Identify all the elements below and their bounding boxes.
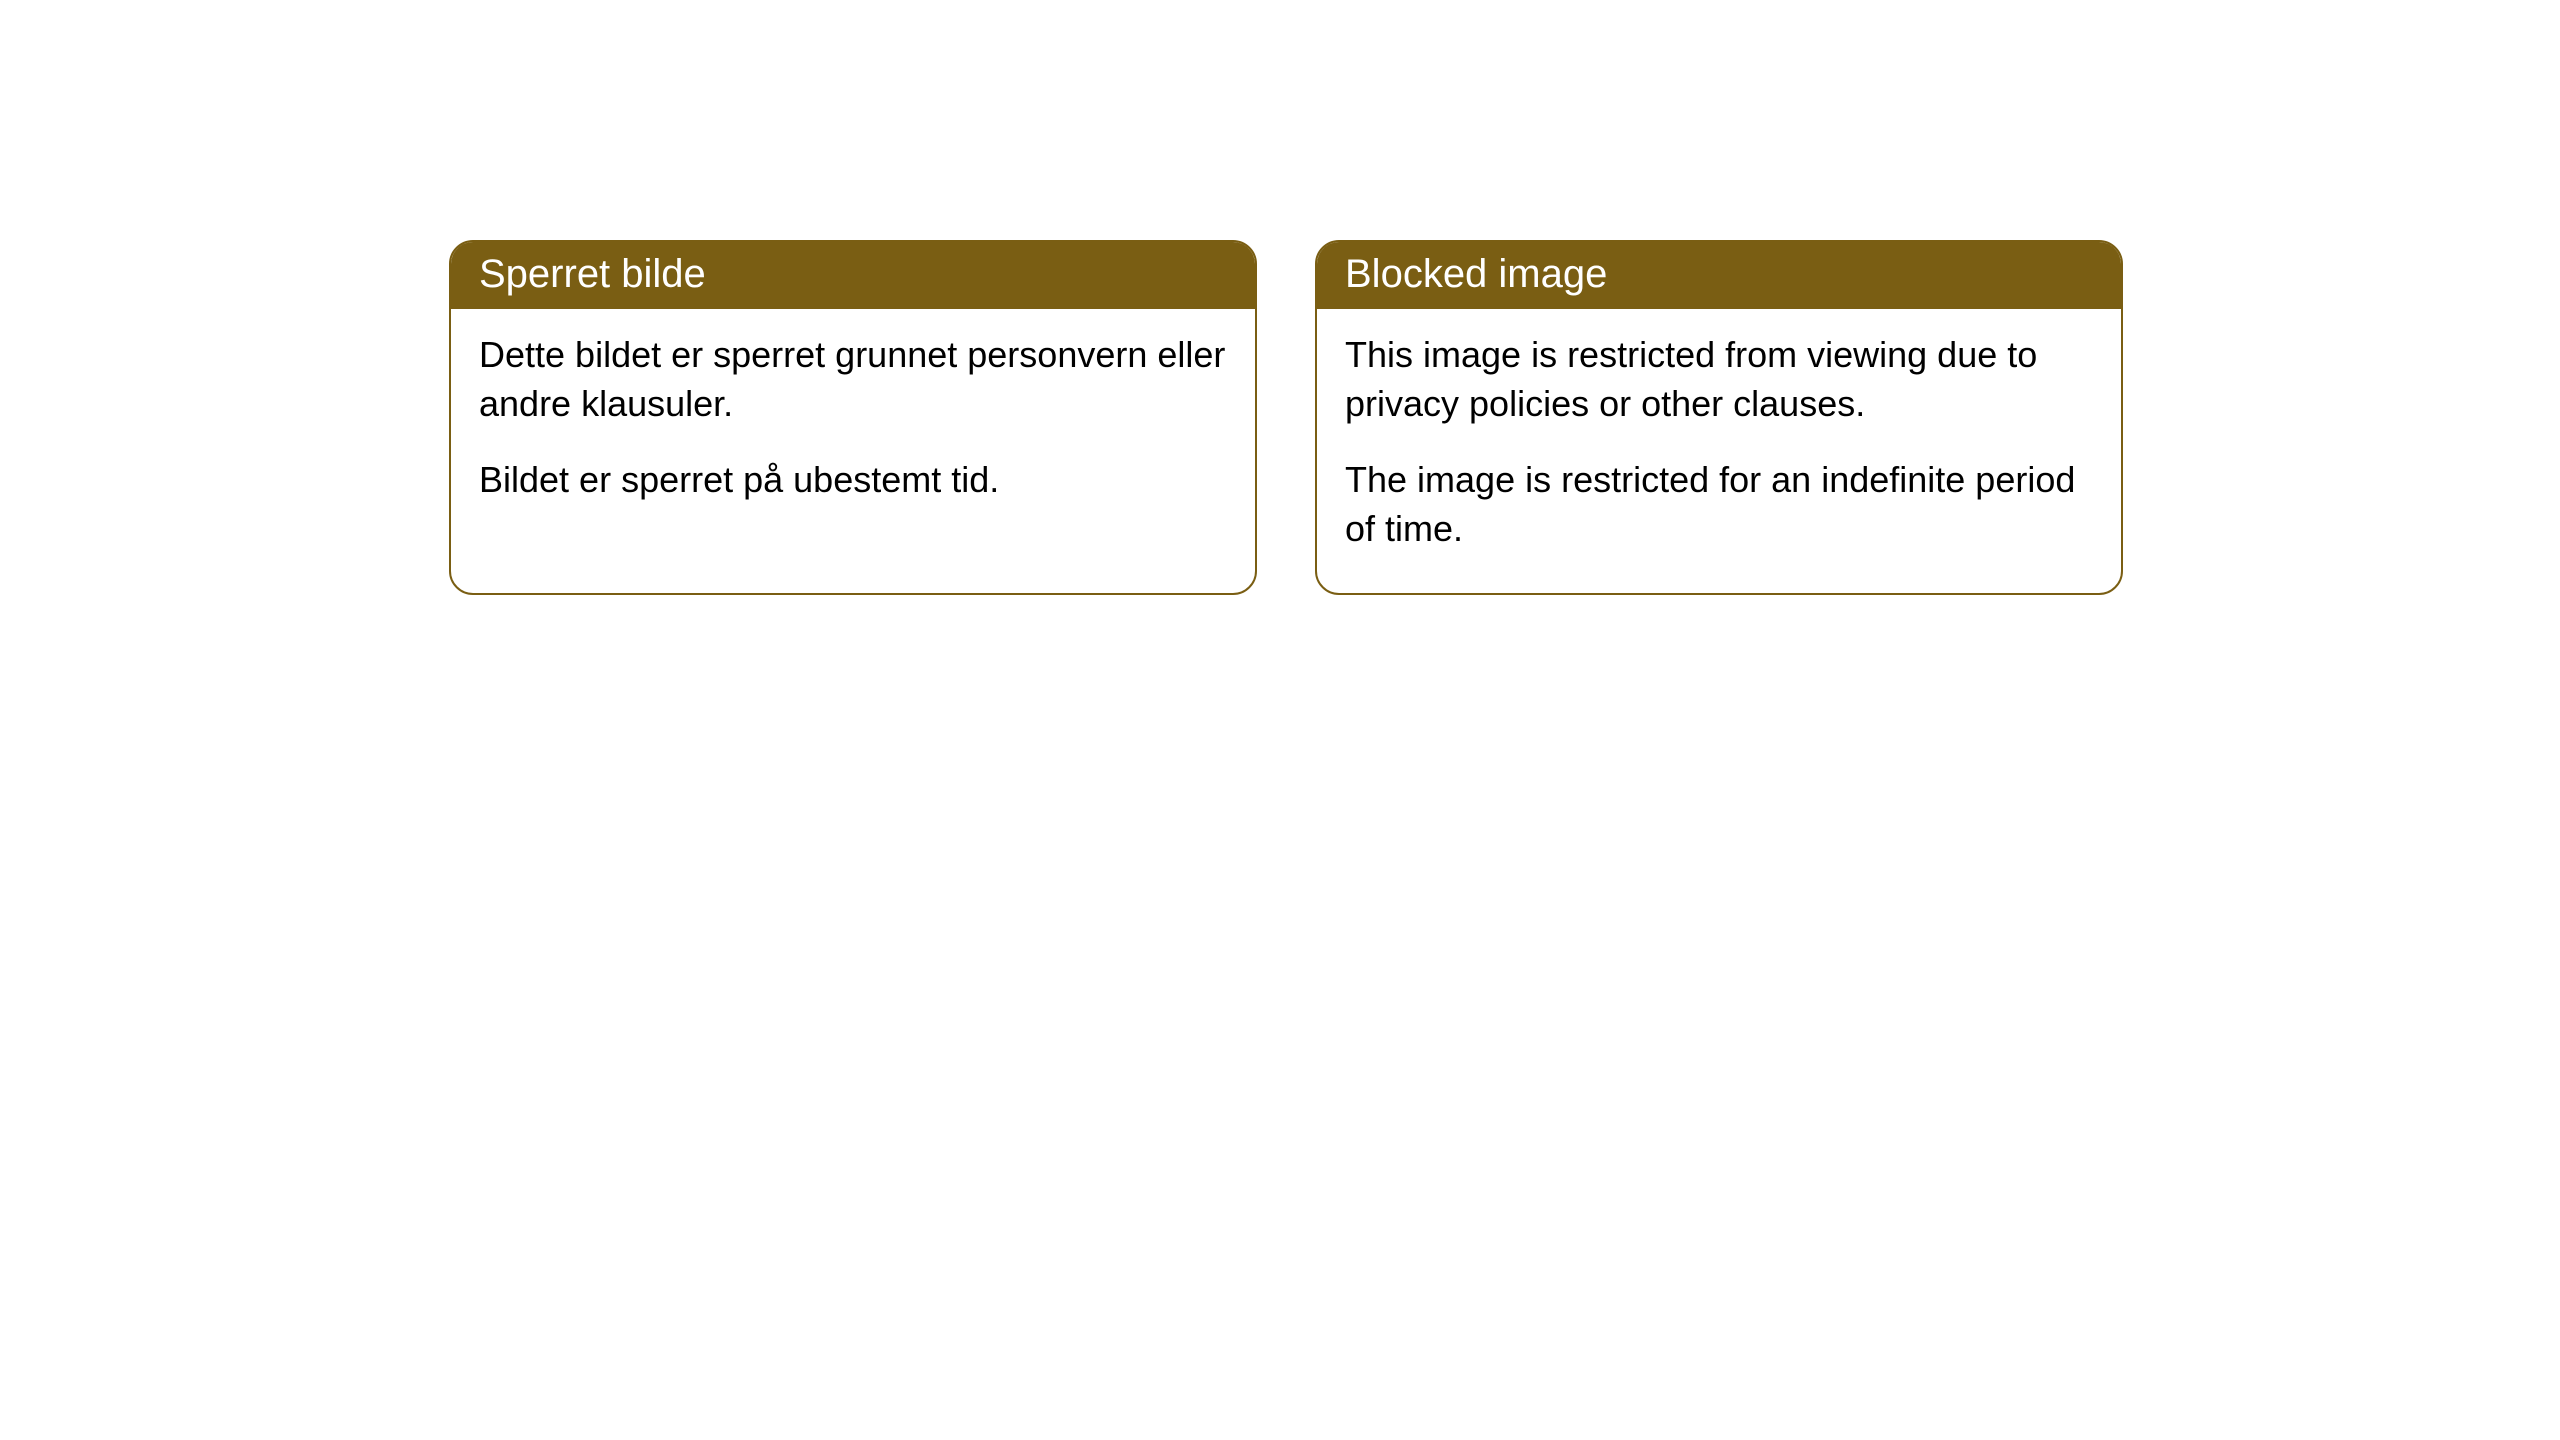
card-body: This image is restricted from viewing du… xyxy=(1317,309,2121,593)
card-paragraph: This image is restricted from viewing du… xyxy=(1345,331,2093,428)
cards-container: Sperret bilde Dette bildet er sperret gr… xyxy=(449,240,2123,595)
card-paragraph: Dette bildet er sperret grunnet personve… xyxy=(479,331,1227,428)
blocked-image-card-no: Sperret bilde Dette bildet er sperret gr… xyxy=(449,240,1257,595)
card-paragraph: Bildet er sperret på ubestemt tid. xyxy=(479,456,1227,505)
card-header: Sperret bilde xyxy=(451,242,1255,309)
blocked-image-card-en: Blocked image This image is restricted f… xyxy=(1315,240,2123,595)
card-header: Blocked image xyxy=(1317,242,2121,309)
card-paragraph: The image is restricted for an indefinit… xyxy=(1345,456,2093,553)
card-body: Dette bildet er sperret grunnet personve… xyxy=(451,309,1255,545)
